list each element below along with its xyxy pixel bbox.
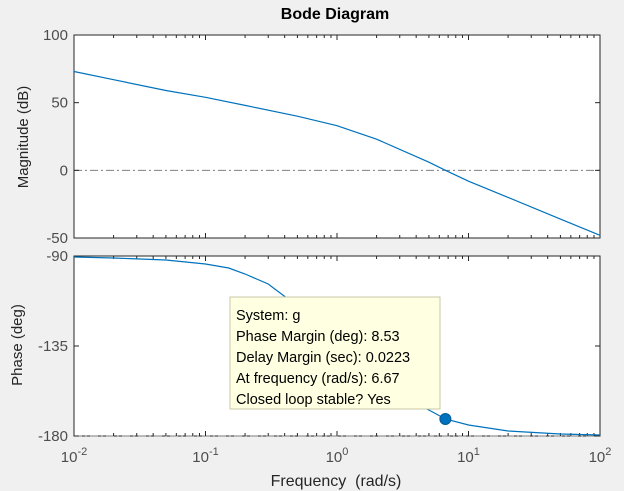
magnitude-axes: 100 50 0 -50 Magnitude (dB) <box>15 27 601 247</box>
datatip-delay-margin: Delay Margin (sec): 0.0223 <box>236 350 410 366</box>
x-tick-label-exponent: 2 <box>605 446 611 458</box>
magnitude-y-ticks: 100 50 0 -50 <box>43 27 600 247</box>
x-tick-label-exponent: -2 <box>77 446 87 458</box>
x-tick-labels: 10-2 10-1 100 101 102 <box>61 446 612 466</box>
x-tick-label-base: 10 <box>457 449 474 466</box>
x-tick-label-base: 10 <box>61 449 78 466</box>
phase-ylabel: Phase (deg) <box>9 304 26 386</box>
x-tick-label: 100 <box>326 446 349 466</box>
x-tick-label: 101 <box>457 446 480 466</box>
datatip-frequency: At frequency (rad/s): 6.67 <box>236 371 400 387</box>
x-tick-label: 10-1 <box>192 446 218 466</box>
x-tick-label-base: 10 <box>589 449 606 466</box>
datatip-stability: Closed loop stable? Yes <box>236 392 391 408</box>
x-axis-label: Frequency (rad/s) <box>271 473 402 490</box>
chart-title: Bode Diagram <box>281 6 389 23</box>
x-tick-label: 10-2 <box>61 446 87 466</box>
magnitude-y-tick-label: 100 <box>43 27 68 44</box>
datatip-box <box>229 296 441 410</box>
x-tick-label: 102 <box>589 446 612 466</box>
magnitude-plot-area <box>73 34 601 239</box>
x-tick-label-exponent: 1 <box>474 446 480 458</box>
x-tick-label-exponent: 0 <box>342 446 348 458</box>
magnitude-x-ticks <box>73 35 595 238</box>
magnitude-y-tick-label: 50 <box>51 95 68 112</box>
x-tick-label-exponent: -1 <box>209 446 219 458</box>
phase-y-tick-label: -135 <box>38 338 68 355</box>
magnitude-y-tick-label: 0 <box>60 162 68 179</box>
phase-y-tick-label: -90 <box>46 248 68 265</box>
magnitude-ylabel: Magnitude (dB) <box>15 86 32 189</box>
x-tick-label-base: 10 <box>326 449 343 466</box>
magnitude-y-tick-label: -50 <box>46 230 68 247</box>
datatip-system: System: g <box>236 308 300 324</box>
datatip-phase-margin: Phase Margin (deg): 8.53 <box>236 329 400 345</box>
magnitude-series-line <box>73 70 601 236</box>
x-tick-label-base: 10 <box>192 449 209 466</box>
datatip[interactable]: System: g Phase Margin (deg): 8.53 Delay… <box>229 296 441 410</box>
phase-y-ticks: -90 -135 -180 <box>38 248 600 445</box>
phase-y-tick-label: -180 <box>38 428 68 445</box>
phase-margin-marker[interactable] <box>439 413 452 425</box>
phase-x-ticks <box>73 256 595 436</box>
